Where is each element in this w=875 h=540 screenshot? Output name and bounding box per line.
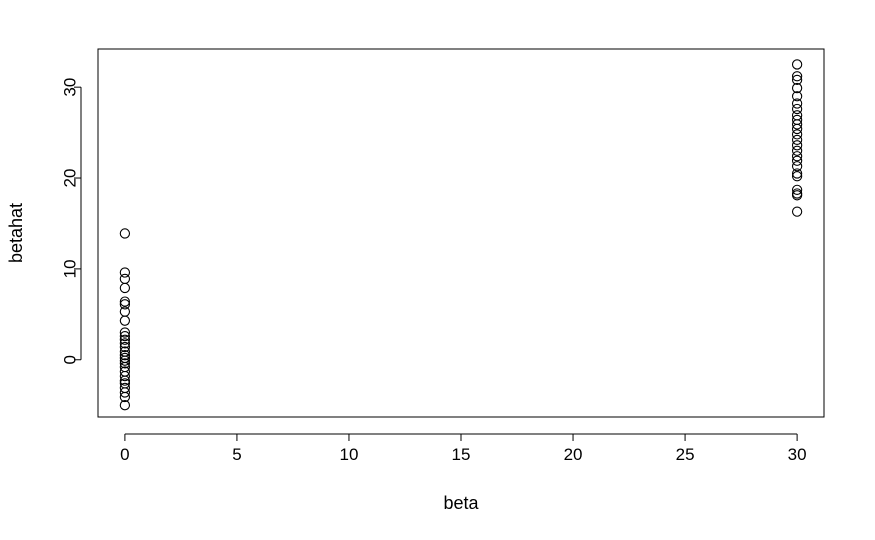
x-tick-label: 15 — [452, 445, 471, 464]
data-point — [119, 358, 131, 369]
y-tick-label: 30 — [61, 78, 80, 97]
data-point — [791, 161, 803, 172]
data-point — [791, 184, 803, 195]
data-point — [791, 74, 803, 86]
x-tick-label: 20 — [564, 445, 583, 464]
data-point — [119, 282, 131, 294]
data-point — [791, 145, 803, 156]
y-axis-title: betahat — [6, 203, 26, 263]
data-point — [119, 370, 131, 382]
data-point — [119, 400, 131, 411]
plot-box — [97, 48, 825, 418]
x-tick-label: 25 — [676, 445, 695, 464]
data-point — [119, 387, 131, 398]
data-point — [119, 306, 131, 317]
data-point — [791, 140, 803, 151]
data-point — [119, 350, 131, 361]
data-point — [119, 327, 131, 338]
data-point — [119, 330, 131, 342]
data-point — [119, 267, 131, 278]
data-point — [791, 151, 803, 162]
data-point — [791, 190, 803, 201]
y-tick-label: 0 — [61, 355, 80, 364]
x-axis: 0 5 10 15 20 25 30 — [120, 433, 807, 464]
data-point — [119, 391, 131, 403]
data-point — [791, 71, 803, 82]
data-point — [119, 375, 131, 386]
x-tick-label: 30 — [788, 445, 807, 464]
x-tick-label: 0 — [120, 445, 129, 464]
data-point — [791, 134, 803, 146]
data-point — [791, 171, 803, 182]
x-axis-title: beta — [443, 493, 479, 513]
data-point — [791, 168, 803, 179]
data-point — [791, 119, 803, 130]
data-point — [791, 91, 803, 102]
y-tick-label: 20 — [61, 169, 80, 188]
y-axis: 0 10 20 30 — [61, 78, 82, 364]
data-point — [791, 82, 803, 94]
data-point — [119, 334, 131, 345]
data-point — [791, 98, 803, 109]
y-tick-label: 10 — [61, 259, 80, 278]
data-point — [119, 273, 131, 285]
x-tick-label: 10 — [340, 445, 359, 464]
data-point — [119, 228, 131, 239]
data-point — [119, 296, 131, 307]
data-points — [119, 59, 803, 411]
data-point — [119, 299, 131, 310]
data-point — [791, 123, 803, 135]
data-point — [791, 103, 803, 115]
data-point — [791, 155, 803, 166]
data-point — [119, 338, 131, 349]
data-point — [791, 59, 803, 70]
x-tick-label: 5 — [232, 445, 241, 464]
data-point — [119, 355, 131, 366]
data-point — [119, 315, 131, 326]
data-point — [119, 341, 131, 353]
data-point — [791, 129, 803, 140]
data-point — [791, 206, 803, 217]
